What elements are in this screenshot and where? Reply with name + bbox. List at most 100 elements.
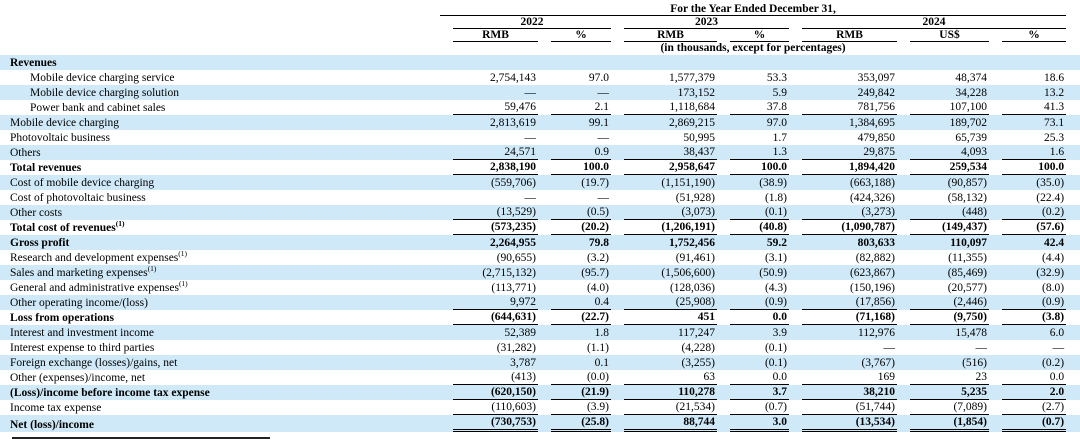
spacer-cell	[1066, 385, 1080, 400]
value-cell: 3,787	[510, 357, 536, 369]
footnote-ref: (1)	[115, 220, 125, 229]
value-cell: 1,894,420	[789, 160, 897, 175]
value-cell: 479,850	[857, 132, 895, 144]
value-cell: 23	[897, 370, 989, 385]
row-label: Power bank and cabinet sales	[30, 102, 166, 114]
value-cell: (22.7)	[538, 310, 611, 325]
spacer-cell	[1066, 325, 1080, 340]
value-cell: (8.0)	[1042, 282, 1065, 294]
value-cell: 189,702	[949, 117, 987, 129]
value-cell: 451	[611, 310, 717, 325]
table-row: General and administrative expenses(1) (1…	[0, 280, 1080, 295]
value-cell: 1.3	[717, 145, 789, 160]
value-cell: 29,875	[789, 145, 897, 160]
table-row: Other operating income/(loss) 9,972 0.4 (25…	[0, 295, 1080, 310]
value-cell: 100.0	[989, 160, 1067, 175]
row-label: (Loss)/income before income tax expense	[10, 387, 210, 399]
value-cell: 48,374	[955, 72, 987, 84]
value-cell: (3.9)	[538, 400, 611, 415]
header-empty-cell	[0, 29, 440, 42]
spacer-cell	[1066, 400, 1080, 415]
value-cell: 2,869,215	[669, 117, 715, 129]
spacer-cell	[1066, 160, 1080, 175]
row-label: Revenues	[10, 57, 57, 69]
value-cell: 1,752,456	[669, 237, 715, 249]
value-cell: 50,995	[683, 132, 715, 144]
value-cell: 38,437	[611, 145, 717, 160]
value-cell: (644,631)	[440, 310, 538, 325]
value-cell: 52,389	[504, 327, 536, 339]
spacer-cell	[1066, 340, 1080, 355]
value-cell: (3.2)	[586, 252, 609, 264]
value-cell: 0.9	[538, 145, 611, 160]
value-cell: (1.1)	[586, 342, 609, 354]
value-cell: 803,633	[857, 237, 895, 249]
value-cell: —	[883, 342, 896, 354]
value-cell: 0.0	[989, 370, 1067, 385]
year-label: 2022	[453, 16, 611, 29]
value-cell: (3,255)	[681, 357, 715, 369]
row-label: Income tax expense	[10, 402, 102, 414]
row-label: Gross profit	[10, 237, 70, 249]
year-label: 2024	[802, 16, 1067, 29]
spacer-cell	[1066, 42, 1080, 55]
spacer-cell	[1066, 16, 1080, 30]
spacer-cell	[1066, 205, 1080, 220]
value-cell: (85,469)	[947, 267, 987, 279]
value-cell: (0.2)	[989, 205, 1067, 220]
value-cell: —	[975, 342, 988, 354]
spacer-cell	[1066, 190, 1080, 205]
col-header-pct-2023: %	[717, 29, 789, 42]
value-cell: 0.4	[538, 295, 611, 310]
value-cell: —	[597, 192, 610, 204]
row-label: Total cost of revenues(1)	[10, 220, 125, 234]
row-label: Interest expense to third parties	[10, 342, 155, 354]
value-cell: —	[524, 87, 537, 99]
table-row: Total revenues 2,838,190 100.0 2,958,647 100…	[0, 160, 1080, 175]
value-cell: (110,603)	[440, 400, 538, 415]
value-cell: (51,928)	[675, 192, 715, 204]
value-cell: (4,228)	[681, 342, 715, 354]
value-cell: 41.3	[989, 100, 1067, 115]
value-cell: 1.7	[772, 132, 787, 144]
row-label: Total revenues	[10, 162, 82, 174]
value-cell: (113,771)	[491, 282, 536, 294]
value-cell: 97.0	[588, 72, 609, 84]
year-group-2022: 2022	[440, 16, 611, 29]
row-label: Others	[10, 147, 41, 159]
value-cell: (13,529)	[440, 205, 538, 220]
units-note: (in thousands, except for percentages)	[660, 42, 846, 54]
value-cell: 15,478	[955, 327, 987, 339]
value-cell: 2.1	[538, 100, 611, 115]
col-header-pct-2024: %	[989, 29, 1067, 42]
value-cell: 5.9	[772, 87, 787, 99]
value-cell: (17,856)	[789, 295, 897, 310]
col-header-rmb-2022: RMB	[440, 29, 538, 42]
year-group-2023: 2023	[611, 16, 789, 29]
value-cell: (21.9)	[538, 385, 611, 400]
value-cell: (0.0)	[538, 370, 611, 385]
col-header-rmb-2024: RMB	[789, 29, 897, 42]
value-cell: (150,196)	[849, 282, 895, 294]
row-label: Other operating income/(loss)	[10, 297, 148, 309]
header-note-row: (in thousands, except for percentages)	[0, 42, 1080, 55]
spacer-cell	[1066, 2, 1080, 16]
value-cell: (0.9)	[717, 295, 789, 310]
row-label: Other (expenses)/income, net	[10, 372, 146, 384]
value-cell: (0.1)	[717, 205, 789, 220]
value-cell	[989, 55, 1066, 70]
spacer-cell	[1066, 115, 1080, 130]
value-cell: (559,706)	[490, 177, 536, 189]
value-cell: 2,264,955	[490, 237, 536, 249]
value-cell: 6.0	[1049, 327, 1065, 339]
row-label: Foreign exchange (losses)/gains, net	[10, 357, 178, 369]
value-cell: (82,882)	[855, 252, 895, 264]
value-cell: 59,476	[440, 100, 538, 115]
value-cell: (3,767)	[861, 357, 895, 369]
table-row: Other costs (13,529) (0.5) (3,073) (0.1) (3,2…	[0, 205, 1080, 220]
spacer-cell	[1066, 130, 1080, 145]
value-cell: 2,838,190	[440, 160, 538, 175]
value-cell: 0.0	[717, 310, 789, 325]
value-cell: (2.7)	[989, 400, 1067, 415]
value-cell: 99.1	[588, 117, 609, 129]
